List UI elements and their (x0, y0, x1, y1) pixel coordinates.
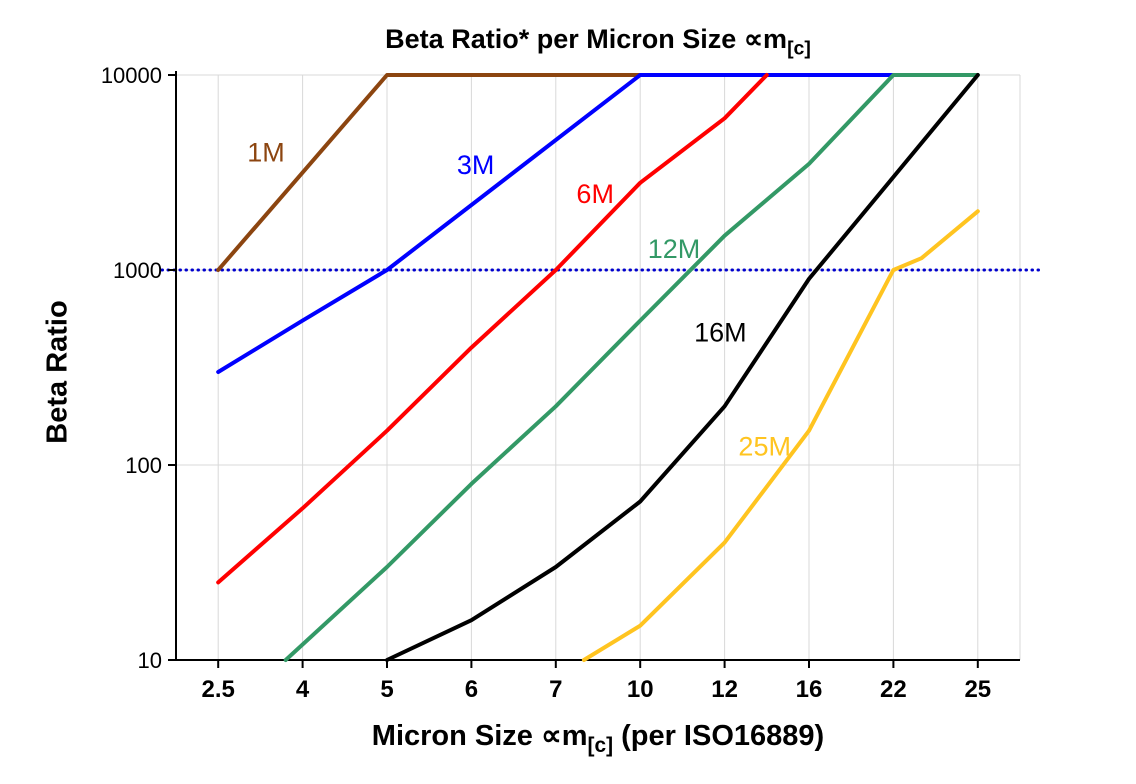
chart-title-subscript: [c] (787, 37, 811, 60)
x-axis-label-text: Micron Size (371, 720, 541, 752)
x-tick-label: 2.5 (202, 676, 235, 703)
x-axis-label-suffix: (per ISO16889) (613, 720, 825, 752)
chart-title-text: Beta Ratio* per Micron Size (385, 24, 744, 54)
x-axis-label-symbol: ∝m (541, 720, 588, 752)
series-line-6M (216, 73, 769, 585)
series-label-1M: 1M (247, 138, 285, 168)
series-label-6M: 6M (576, 179, 614, 209)
chart-title-symbol: ∝m (743, 24, 788, 54)
x-tick-label: 10 (627, 676, 654, 703)
x-tick-label: 6 (465, 676, 478, 703)
y-tick-label: 10 (138, 648, 162, 673)
y-axis-label: Beta Ratio (41, 300, 74, 444)
series-label-25M: 25M (738, 431, 791, 461)
series-label-12M: 12M (648, 234, 701, 264)
series-line-25M (581, 209, 980, 662)
x-axis-label: Micron Size ∝m[c] (per ISO16889) (176, 718, 1020, 758)
series-line-12M (283, 73, 980, 662)
y-tick-label: 1000 (113, 258, 162, 283)
series-label-3M: 3M (457, 150, 495, 180)
x-tick-label: 4 (296, 676, 310, 703)
x-tick-label: 5 (380, 676, 393, 703)
x-tick-label: 25 (964, 676, 991, 703)
series-line-16M (385, 73, 980, 662)
series-line-3M (216, 73, 896, 374)
x-tick-label: 12 (711, 676, 738, 703)
y-tick-label: 100 (125, 453, 162, 478)
x-tick-label: 22 (880, 676, 907, 703)
series-line-1M (216, 73, 643, 272)
chart-title: Beta Ratio* per Micron Size ∝m[c] (176, 24, 1020, 60)
x-axis-label-subscript: [c] (587, 733, 614, 757)
x-tick-label: 7 (549, 676, 562, 703)
y-tick-label: 10000 (101, 63, 162, 88)
x-tick-label: 16 (796, 676, 823, 703)
series-label-16M: 16M (694, 317, 747, 347)
